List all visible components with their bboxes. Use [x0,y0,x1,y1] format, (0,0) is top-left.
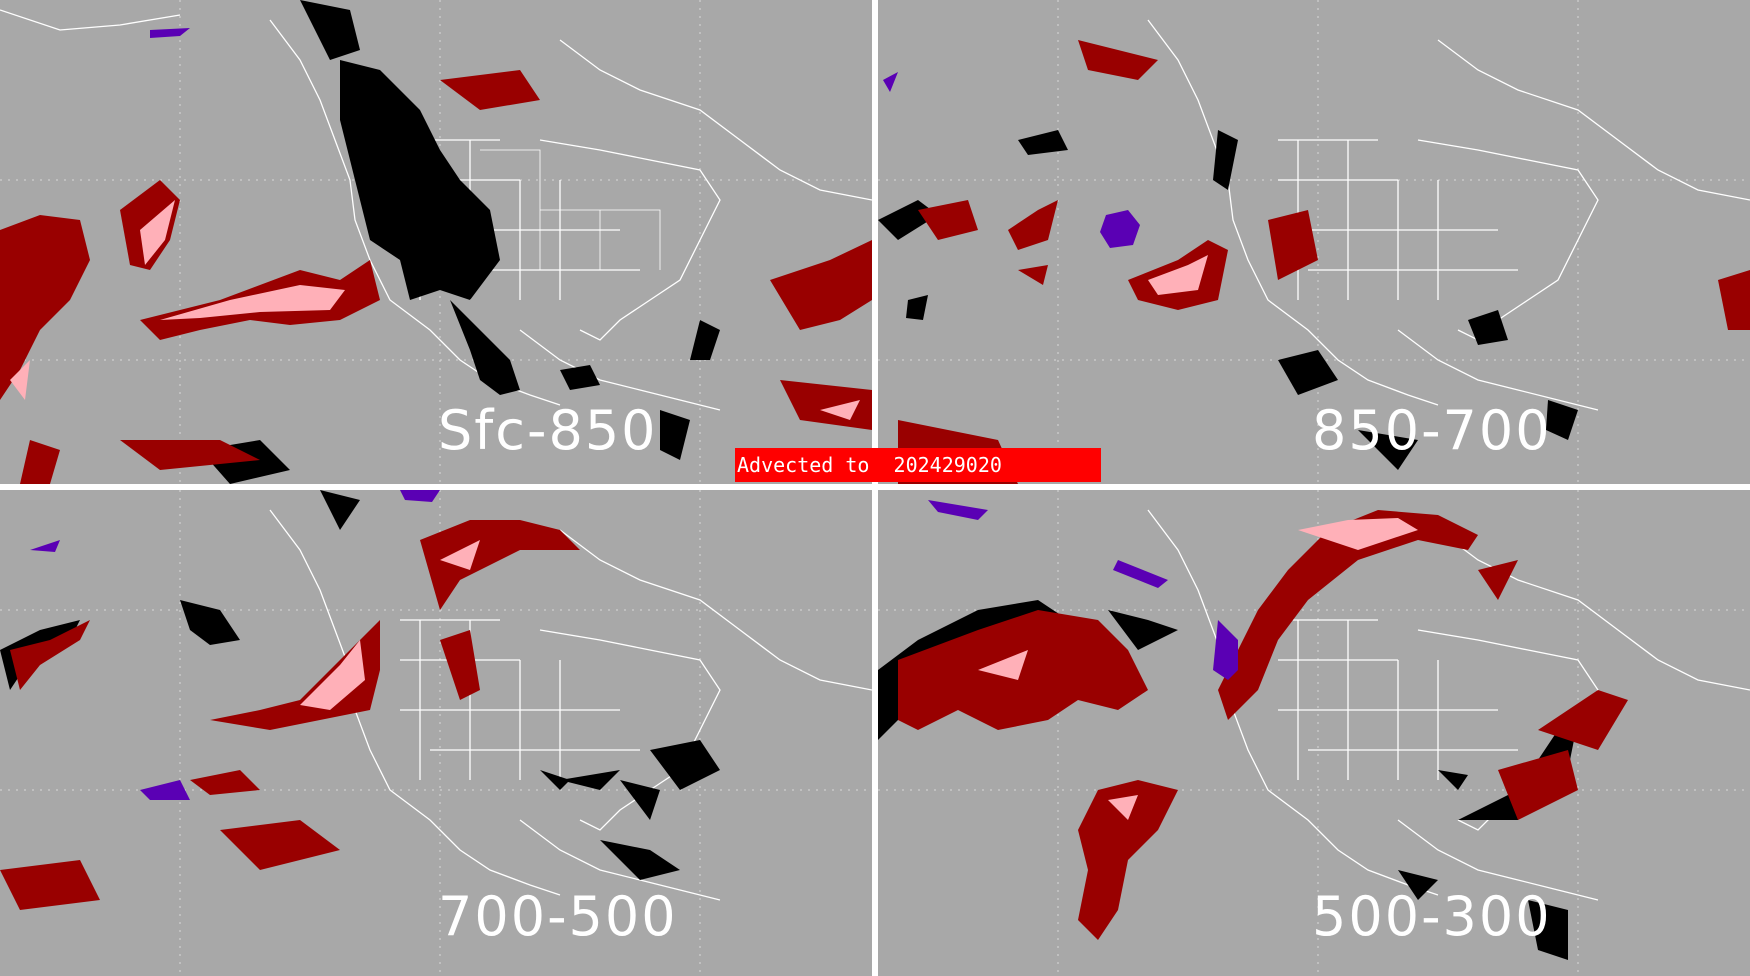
panel-sfc-850: Sfc-850 [0,0,872,484]
layer-label-500-300: 500-300 [1312,885,1552,948]
purple-regions [928,500,1238,680]
map-700-500 [0,490,872,974]
panel-700-500: 700-500 [0,490,872,974]
purple-regions [150,28,190,38]
advected-prefix: Advected to [737,453,870,477]
purple-regions [883,72,1140,248]
layer-label-850-700: 850-700 [1312,399,1552,462]
pink-regions [10,200,860,420]
purple-regions [30,490,440,800]
state-boundaries [480,149,661,270]
map-850-700 [878,0,1750,484]
horizontal-divider [0,484,1750,490]
graticule [0,0,872,484]
map-sfc-850 [0,0,872,484]
panel-500-300: 500-300 [878,490,1750,974]
coastlines [1147,509,1750,901]
advected-banner: Advected to 202429020 [735,448,1101,482]
coastlines [269,509,872,901]
black-regions [200,0,720,484]
dark-red-regions [0,520,580,910]
map-500-300 [878,490,1750,974]
coastlines [1147,19,1750,411]
layer-label-sfc-850: Sfc-850 [438,399,658,462]
pink-regions [300,540,480,710]
panel-850-700: 850-700 [878,0,1750,484]
advected-time: 202429020 [893,453,1002,477]
pink-regions [978,518,1418,820]
pink-regions [1148,255,1208,295]
graticule [878,0,1750,484]
layer-label-700-500: 700-500 [438,885,678,948]
dark-red-regions [898,510,1628,940]
